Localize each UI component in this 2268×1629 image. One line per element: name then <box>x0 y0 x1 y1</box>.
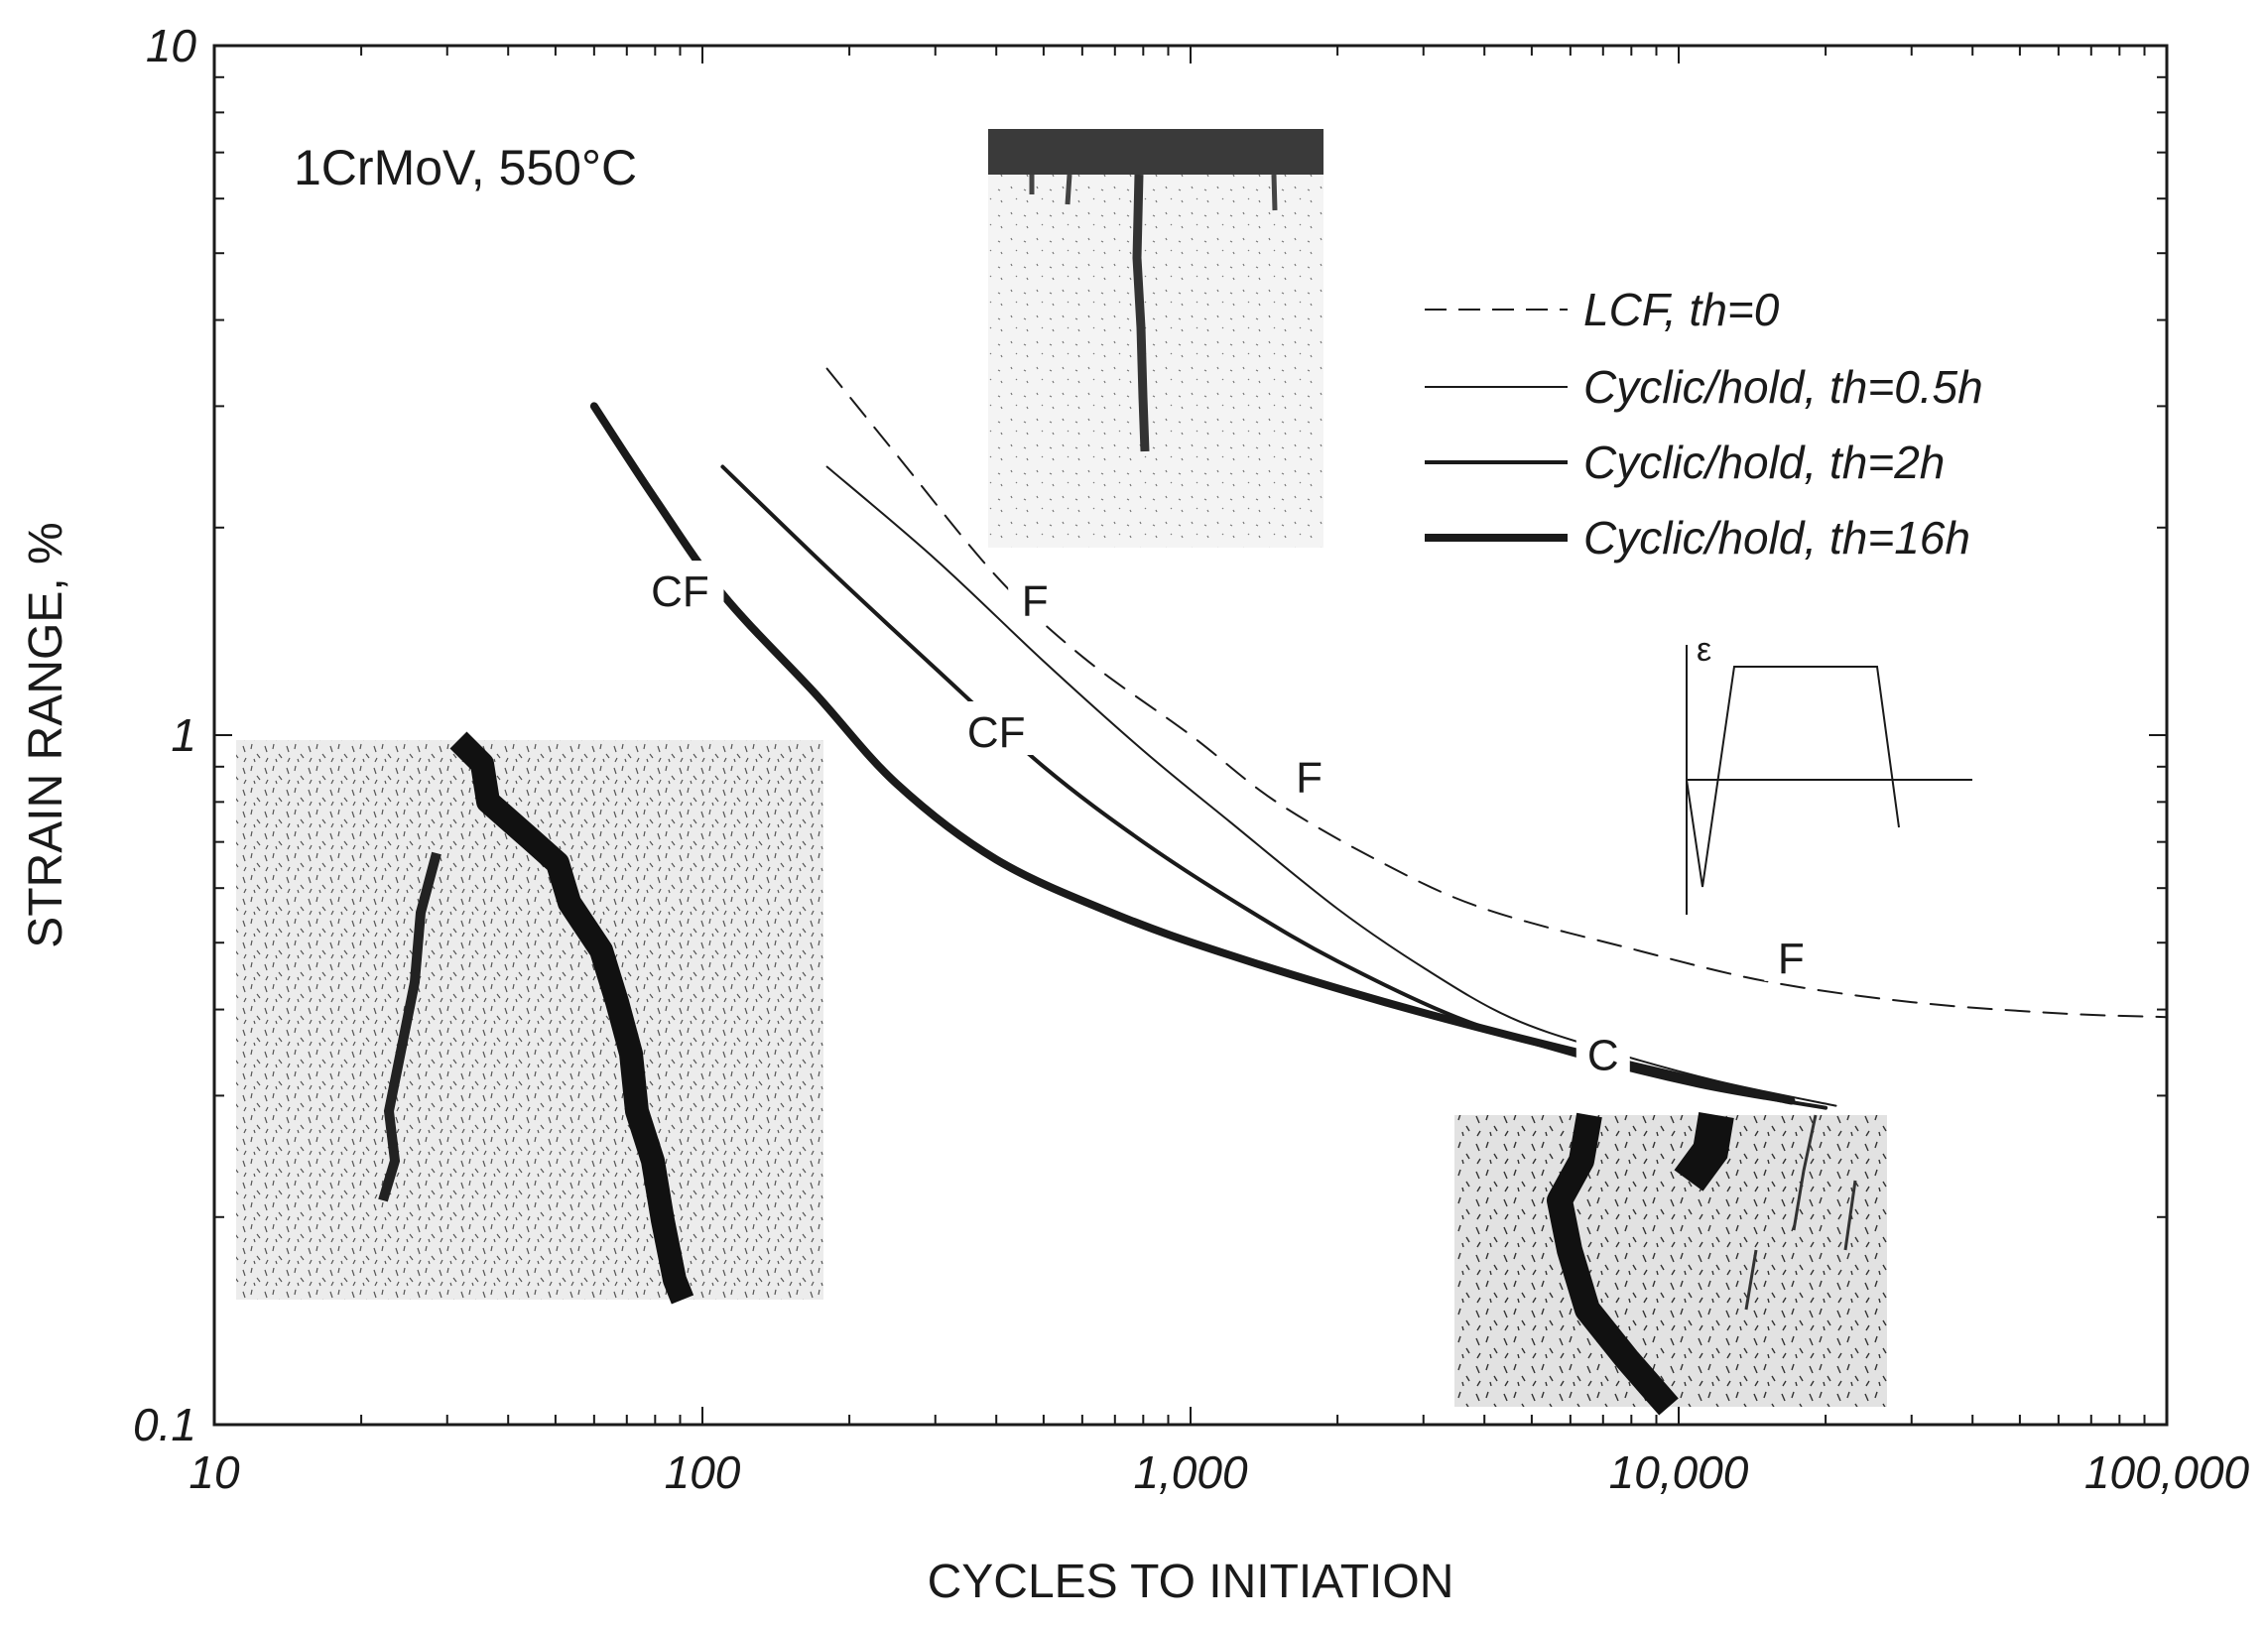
x-tick-label: 100,000 <box>2084 1446 2250 1498</box>
x-tick-label: 10 <box>189 1446 240 1498</box>
curve-label-gap <box>636 561 724 615</box>
material-annotation: 1CrMoV, 550°C <box>294 140 637 195</box>
micrograph-left-inset <box>236 731 823 1305</box>
curve-label-gap <box>1764 927 1819 981</box>
x-tick-label: 100 <box>665 1446 741 1498</box>
curve-labels: CF F CF F F C <box>636 561 1819 1080</box>
micrograph-top-inset <box>988 129 1323 548</box>
axis-ticks: 10 100 1,000 10,000 100,000 0.1 1 10 <box>133 20 2250 1498</box>
legend: LCF, th=0 Cyclic/hold, th=0.5h Cyclic/ho… <box>1425 284 1983 564</box>
y-tick-label: 1 <box>171 709 196 761</box>
series-line-1 <box>825 465 1837 1107</box>
curve-label-gap <box>1008 569 1063 624</box>
micrograph-right-inset <box>1454 1112 1887 1416</box>
curve-label-gap <box>1575 1024 1630 1078</box>
waveform-epsilon-label: ε <box>1697 631 1711 669</box>
y-axis-title: STRAIN RANGE, % <box>20 522 72 947</box>
y-tick-label: 0.1 <box>133 1399 196 1450</box>
curve-label: F <box>1022 577 1049 626</box>
waveform-inset: ε <box>1686 631 1972 915</box>
curve-label-gap <box>952 701 1041 755</box>
legend-label-hold-2h: Cyclic/hold, th=2h <box>1583 437 1945 488</box>
x-tick-label: 10,000 <box>1609 1446 1749 1498</box>
waveform-curve <box>1686 666 1900 888</box>
curve-label: F <box>1296 754 1323 803</box>
legend-label-hold-16h: Cyclic/hold, th=16h <box>1583 512 1970 564</box>
curve-label: CF <box>967 708 1026 757</box>
legend-label-hold-05h: Cyclic/hold, th=0.5h <box>1583 361 1983 413</box>
x-tick-label: 1,000 <box>1133 1446 1248 1498</box>
y-tick-label: 10 <box>146 20 197 71</box>
curve-label: F <box>1778 935 1805 983</box>
curve-label: CF <box>651 567 709 616</box>
series-line-0 <box>825 367 2168 1019</box>
x-axis-title: CYCLES TO INITIATION <box>928 1556 1454 1608</box>
curve-label-gap <box>1282 746 1336 801</box>
legend-label-lcf: LCF, th=0 <box>1583 284 1780 335</box>
curve-label: C <box>1587 1032 1619 1080</box>
